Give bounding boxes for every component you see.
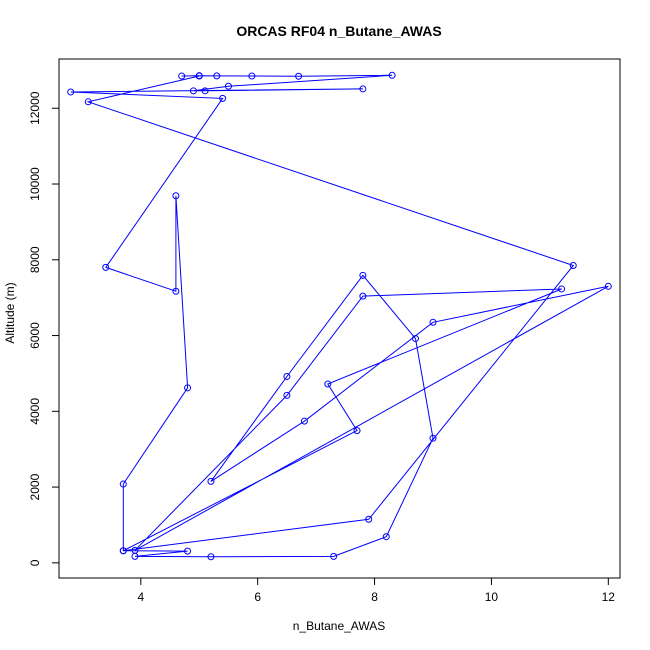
data-point [283,391,291,399]
data-point [201,87,209,95]
data-point [359,271,367,279]
series-line [70,74,609,558]
data-point [178,72,186,80]
x-axis-label: n_Butane_AWAS [293,619,386,633]
y-tick-label: 8000 [28,246,42,273]
x-axis: 4 6 8 10 12 [137,577,616,604]
data-point [248,72,256,80]
chart-title: ORCAS RF04 n_Butane_AWAS [236,23,441,39]
y-tick-label: 6000 [28,322,42,349]
data-point [558,285,566,293]
data-point [224,82,232,90]
data-point [119,480,127,488]
data-point [131,546,139,554]
data-point [429,318,437,326]
data-point [300,417,308,425]
y-axis-label: Altitude (m) [3,282,17,343]
data-point [569,261,577,269]
data-point [189,87,197,95]
x-tick-label: 4 [137,590,144,604]
data-point [67,88,75,96]
data-point [382,533,390,541]
data-point [84,98,92,106]
data-point [184,547,192,555]
data-point [219,94,227,102]
y-axis: 0 2000 4000 6000 8000 10000 12000 [28,91,60,566]
data-point [207,477,215,485]
data-point [184,384,192,392]
data-point [411,335,419,343]
data-point [388,71,396,79]
x-tick-label: 8 [371,590,378,604]
y-tick-label: 12000 [28,91,42,125]
data-point [604,282,612,290]
data-point [172,287,180,295]
data-point [353,427,361,435]
data-point [119,547,127,555]
plot-area [58,58,621,579]
data-point [283,372,291,380]
data-point [330,552,338,560]
y-tick-label: 10000 [28,167,42,201]
data-point [324,380,332,388]
x-tick-label: 12 [602,590,616,604]
data-point [359,85,367,93]
data-point [102,263,110,271]
data-point [172,192,180,200]
data-point [359,292,367,300]
y-tick-label: 4000 [28,398,42,425]
y-tick-label: 2000 [28,473,42,500]
data-point [429,434,437,442]
data-point [195,72,203,80]
data-point [365,515,373,523]
series-layer [67,71,612,561]
data-point [295,72,303,80]
x-tick-label: 10 [485,590,499,604]
x-tick-label: 6 [254,590,261,604]
y-tick-label: 0 [28,559,42,566]
data-point [207,553,215,561]
data-point [213,72,221,80]
